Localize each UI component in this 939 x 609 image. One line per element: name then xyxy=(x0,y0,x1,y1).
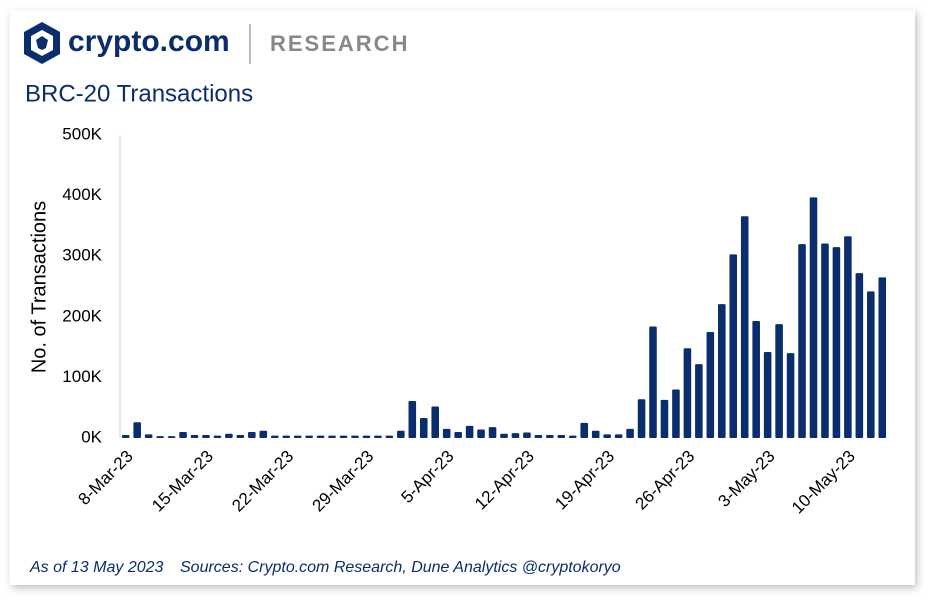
bar xyxy=(637,399,646,438)
bar xyxy=(614,434,623,438)
bar xyxy=(374,435,382,438)
logo xyxy=(24,22,60,64)
bar xyxy=(144,434,153,438)
bar xyxy=(397,430,405,438)
bar xyxy=(454,431,462,438)
y-tick-label: 100K xyxy=(62,367,102,386)
bar xyxy=(775,324,783,438)
bar xyxy=(248,431,256,438)
bar xyxy=(179,431,187,438)
bar xyxy=(809,197,818,438)
bar xyxy=(844,236,852,438)
brand: crypto.com xyxy=(68,25,230,58)
bar xyxy=(225,433,233,438)
bar xyxy=(534,434,543,438)
source: Sources: Crypto.com Research, Dune Analy… xyxy=(180,559,621,576)
bar xyxy=(591,430,600,438)
bar xyxy=(121,434,130,438)
bar xyxy=(603,434,611,438)
bar xyxy=(660,399,669,438)
bar xyxy=(351,435,359,438)
bar xyxy=(293,435,302,438)
bar xyxy=(133,422,141,438)
bar xyxy=(786,353,795,438)
y-tick-label: 0K xyxy=(81,427,102,446)
bar xyxy=(706,331,715,438)
bar xyxy=(523,432,531,438)
chart-title: BRC-20 Transactions xyxy=(25,80,253,107)
bar xyxy=(649,326,657,438)
bar xyxy=(683,348,692,438)
bar xyxy=(821,243,829,438)
bar xyxy=(568,435,577,438)
y-tick-label: 200K xyxy=(62,306,102,325)
bar xyxy=(213,435,222,438)
bar xyxy=(442,428,451,438)
section: RESEARCH xyxy=(270,31,409,56)
y-tick-label: 300K xyxy=(62,246,102,265)
note: As of 13 May 2023 xyxy=(29,559,164,576)
bar xyxy=(431,406,440,438)
bar xyxy=(878,277,887,438)
bar xyxy=(488,427,497,438)
bar xyxy=(695,364,703,438)
bar xyxy=(798,244,806,438)
bar xyxy=(305,435,313,438)
bar xyxy=(832,247,841,438)
bar xyxy=(511,433,520,438)
bar xyxy=(626,428,634,438)
bar xyxy=(328,435,336,438)
bar xyxy=(316,435,325,438)
bar xyxy=(202,434,210,438)
bar xyxy=(740,216,749,438)
bar xyxy=(339,435,348,438)
bar xyxy=(465,425,474,438)
bar xyxy=(557,434,566,438)
bar xyxy=(156,436,164,438)
bar xyxy=(718,304,726,438)
bar xyxy=(546,434,554,438)
bar xyxy=(190,434,199,438)
bar xyxy=(236,434,245,438)
bar xyxy=(282,435,290,438)
bar xyxy=(763,351,772,438)
y-axis-label: No. of Transactions xyxy=(28,201,50,373)
bar xyxy=(580,422,589,438)
y-tick-label: 400K xyxy=(62,185,102,204)
bar xyxy=(500,433,508,438)
bar xyxy=(362,435,371,438)
bar xyxy=(672,389,680,438)
bar xyxy=(867,291,875,438)
bar xyxy=(385,435,394,438)
y-tick-label: 500K xyxy=(62,124,102,143)
bar xyxy=(477,429,485,438)
bar xyxy=(167,436,176,438)
card xyxy=(10,10,915,585)
bar xyxy=(419,418,428,438)
bar xyxy=(855,273,864,438)
bar xyxy=(259,430,268,438)
bar xyxy=(752,321,760,438)
bar xyxy=(729,254,738,438)
bar xyxy=(270,435,279,438)
bar xyxy=(408,401,417,438)
